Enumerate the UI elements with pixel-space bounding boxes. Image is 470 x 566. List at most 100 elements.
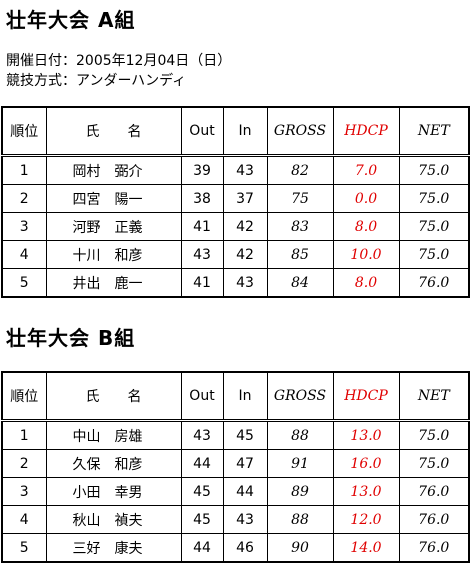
cell: 41 [180, 212, 224, 241]
cell: 久保 和彦 [45, 449, 182, 478]
cell: 小田 幸男 [45, 477, 182, 506]
header-cell: HDCP [332, 371, 400, 422]
header-cell: 順位 [1, 106, 47, 157]
results-table: 順位氏 名 Out In GROSS HDCP NET 1 岡村 弼介 39 43 82 7.0 75.… [1, 106, 470, 298]
cell: 4 [1, 240, 47, 269]
cell: 88 [266, 420, 334, 450]
data-row: 4 十川 和彦 43 42 85 10.0 75.0 [1, 240, 470, 269]
cell: 83 [266, 212, 334, 241]
cell: 90 [266, 533, 334, 563]
cell: 44 [222, 477, 268, 506]
cell: 82 [266, 155, 334, 185]
cell: 75.0 [398, 184, 470, 213]
cell: 37 [222, 184, 268, 213]
cell: 42 [222, 212, 268, 241]
cell: 43 [180, 240, 224, 269]
section-title: 壮年大会 A組 [6, 8, 136, 32]
cell: 8.0 [332, 212, 400, 241]
cell: 46 [222, 533, 268, 563]
header-cell: 氏 名 [45, 106, 182, 157]
cell: 四宮 陽一 [45, 184, 182, 213]
data-row: 4 秋山 禎夫 45 43 88 12.0 76.0 [1, 505, 470, 534]
cell: 45 [180, 477, 224, 506]
cell: 14.0 [332, 533, 400, 563]
info-line: 競技方式：アンダーハンディ [6, 73, 187, 89]
cell: 44 [180, 449, 224, 478]
cell: 2 [1, 449, 47, 478]
header-cell: Out [180, 106, 224, 157]
data-row: 1 中山 房雄 43 45 88 13.0 75.0 [1, 420, 470, 450]
header-cell: In [222, 106, 268, 157]
cell: 44 [180, 533, 224, 563]
header-cell: GROSS [266, 371, 334, 422]
data-row: 5 井出 鹿一 41 43 84 8.0 76.0 [1, 268, 470, 298]
data-row: 5 三好 康夫 44 46 90 14.0 76.0 [1, 533, 470, 563]
cell: 76.0 [398, 268, 470, 298]
cell: 43 [222, 155, 268, 185]
header-cell: NET [398, 106, 470, 157]
data-row: 2 久保 和彦 44 47 91 16.0 75.0 [1, 449, 470, 478]
data-row: 2 四宮 陽一 38 37 75 0.0 75.0 [1, 184, 470, 213]
cell: 井出 鹿一 [45, 268, 182, 298]
cell: 岡村 弼介 [45, 155, 182, 185]
cell: 43 [180, 420, 224, 450]
cell: 秋山 禎夫 [45, 505, 182, 534]
cell: 8.0 [332, 268, 400, 298]
data-row: 3 河野 正義 41 42 83 8.0 75.0 [1, 212, 470, 241]
cell: 10.0 [332, 240, 400, 269]
cell: 76.0 [398, 505, 470, 534]
cell: 75.0 [398, 212, 470, 241]
cell: 4 [1, 505, 47, 534]
header-cell: NET [398, 371, 470, 422]
cell: 43 [222, 268, 268, 298]
header-cell: 氏 名 [45, 371, 182, 422]
cell: 75.0 [398, 449, 470, 478]
header-row: 順位氏 名 Out In GROSS HDCP NET [1, 106, 470, 157]
cell: 41 [180, 268, 224, 298]
cell: 75.0 [398, 155, 470, 185]
cell: 1 [1, 420, 47, 450]
cell: 75.0 [398, 240, 470, 269]
header-row: 順位氏 名 Out In GROSS HDCP NET [1, 371, 470, 422]
cell: 43 [222, 505, 268, 534]
cell: 12.0 [332, 505, 400, 534]
cell: 1 [1, 155, 47, 185]
cell: 42 [222, 240, 268, 269]
cell: 85 [266, 240, 334, 269]
header-cell: Out [180, 371, 224, 422]
cell: 75.0 [398, 420, 470, 450]
data-row: 1 岡村 弼介 39 43 82 7.0 75.0 [1, 155, 470, 185]
header-cell: In [222, 371, 268, 422]
header-cell: 順位 [1, 371, 47, 422]
cell: 76.0 [398, 533, 470, 563]
section-title: 壮年大会 B組 [6, 326, 136, 350]
cell: 13.0 [332, 477, 400, 506]
cell: 76.0 [398, 477, 470, 506]
cell: 91 [266, 449, 334, 478]
cell: 13.0 [332, 420, 400, 450]
cell: 三好 康夫 [45, 533, 182, 563]
cell: 2 [1, 184, 47, 213]
cell: 3 [1, 477, 47, 506]
cell: 中山 房雄 [45, 420, 182, 450]
cell: 45 [180, 505, 224, 534]
cell: 河野 正義 [45, 212, 182, 241]
info-line: 開催日付：2005年12月04日（日） [6, 53, 232, 69]
cell: 75 [266, 184, 334, 213]
cell: 7.0 [332, 155, 400, 185]
cell: 3 [1, 212, 47, 241]
cell: 5 [1, 268, 47, 298]
cell: 0.0 [332, 184, 400, 213]
data-row: 3 小田 幸男 45 44 89 13.0 76.0 [1, 477, 470, 506]
cell: 45 [222, 420, 268, 450]
cell: 5 [1, 533, 47, 563]
cell: 84 [266, 268, 334, 298]
cell: 88 [266, 505, 334, 534]
cell: 47 [222, 449, 268, 478]
cell: 39 [180, 155, 224, 185]
header-cell: GROSS [266, 106, 334, 157]
cell: 89 [266, 477, 334, 506]
cell: 十川 和彦 [45, 240, 182, 269]
results-table: 順位氏 名 Out In GROSS HDCP NET 1 中山 房雄 43 45 88 13.0 75… [1, 371, 470, 563]
